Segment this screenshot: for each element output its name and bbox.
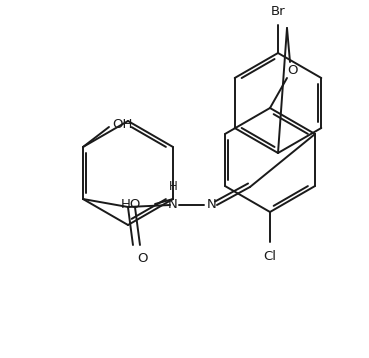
Text: HO: HO bbox=[121, 198, 141, 211]
Text: Br: Br bbox=[271, 5, 285, 18]
Text: O: O bbox=[287, 63, 297, 77]
Text: N: N bbox=[207, 198, 217, 211]
Text: O: O bbox=[138, 252, 148, 265]
Text: OH: OH bbox=[112, 117, 132, 131]
Text: H: H bbox=[169, 180, 177, 193]
Text: Cl: Cl bbox=[263, 250, 276, 263]
Text: N: N bbox=[168, 198, 178, 211]
